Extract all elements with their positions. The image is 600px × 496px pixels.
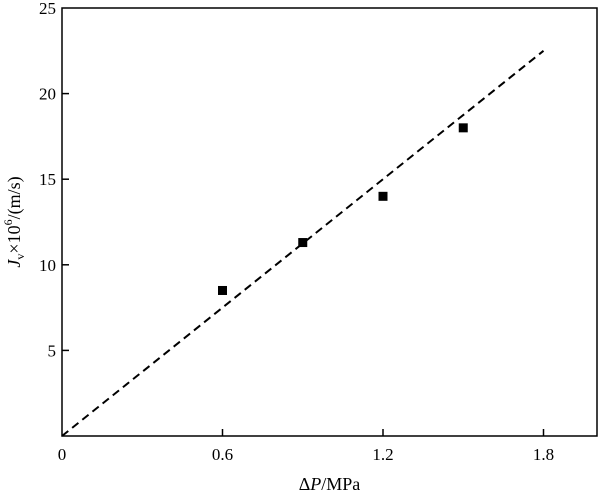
plot-frame [61, 7, 598, 437]
x-axis-label-prefix: Δ [299, 474, 311, 494]
y-axis-label-mid: ×10 [4, 225, 24, 253]
y-axis-label-suffix: /(m/s) [4, 176, 25, 219]
y-tick-label: 5 [48, 341, 57, 360]
x-axis-label: ΔP/MPa [299, 474, 361, 494]
data-point [298, 238, 308, 248]
y-axis-label-sup: 6 [1, 219, 15, 225]
data-point [378, 191, 388, 201]
data-point [218, 285, 227, 295]
x-axis-ticks: 0 0.6 1.2 1.8 [58, 429, 554, 464]
y-axis-label-var: J [4, 259, 24, 268]
y-tick-label: 25 [39, 0, 56, 18]
y-axis-ticks: 5 10 15 20 25 [39, 0, 69, 360]
y-tick-label: 20 [39, 85, 56, 104]
x-tick-label: 1.8 [533, 445, 554, 464]
y-axis-label-sub: v [13, 254, 27, 260]
x-tick-label: 1.2 [372, 445, 393, 464]
y-axis-label: Jv×106/(m/s) [1, 176, 27, 267]
data-point [458, 123, 468, 133]
x-axis-label-suffix: /MPa [321, 474, 360, 494]
x-tick-label: 0.6 [212, 445, 233, 464]
y-tick-label: 10 [39, 256, 56, 275]
y-tick-label: 15 [39, 170, 56, 189]
x-tick-label: 0 [58, 445, 67, 464]
fit-line [61, 50, 545, 437]
x-axis-label-var: P [309, 474, 321, 494]
series-layer [61, 50, 545, 437]
